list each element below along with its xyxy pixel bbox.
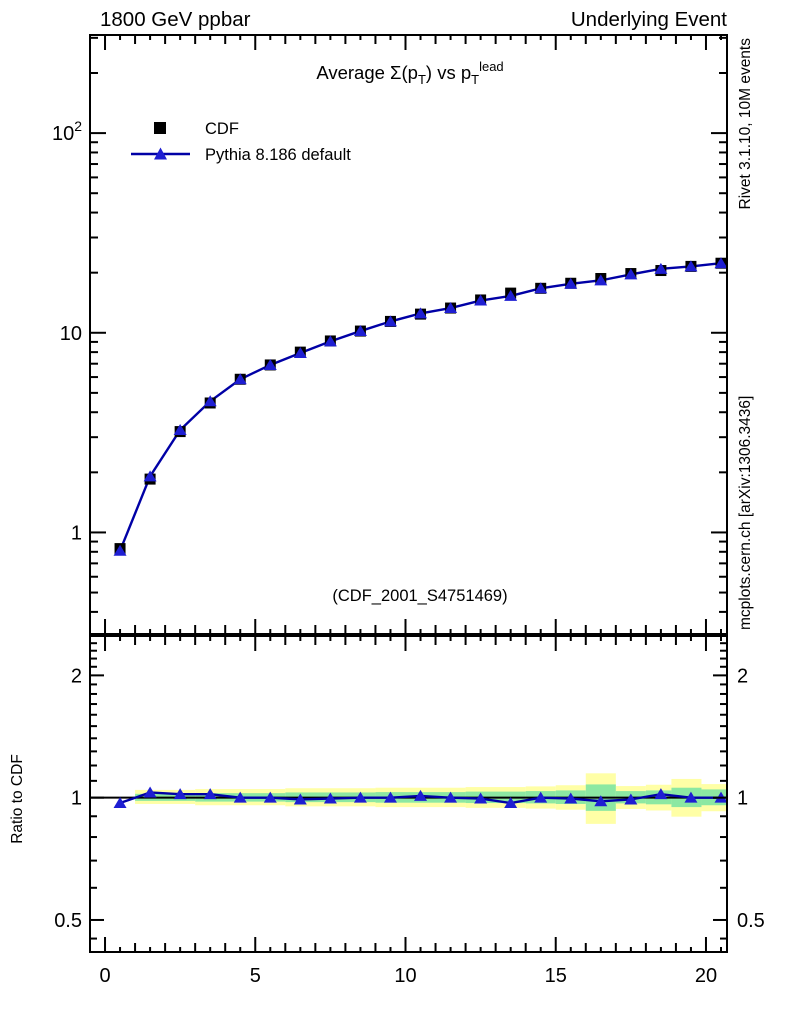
pythia-point-triangle	[383, 315, 397, 327]
ratio-point-triangle	[203, 788, 217, 800]
ratio-point-triangle	[414, 789, 428, 801]
pythia-point-triangle	[203, 395, 217, 407]
plot-title-prefix: Average Σ(p	[316, 62, 418, 83]
pythia-point-triangle	[534, 282, 548, 294]
analysis-id-watermark: (CDF_2001_S4751469)	[332, 587, 507, 605]
x-tick-label: 10	[394, 965, 416, 987]
pythia-point-triangle	[173, 423, 187, 435]
ratio-point-triangle	[263, 791, 277, 803]
y-tick-label-ratio-right: 2	[737, 665, 748, 687]
y-tick-label-ratio-right: 0.5	[737, 910, 765, 932]
pythia-point-triangle	[504, 289, 518, 301]
ratio-point-triangle	[594, 795, 608, 807]
legend-marker-cdf-square	[154, 122, 166, 134]
ratio-point-triangle	[113, 797, 127, 809]
beam-energy-label: 1800 GeV ppbar	[100, 8, 251, 31]
pythia-point-triangle	[233, 373, 247, 385]
legend-label-cdf: CDF	[205, 120, 239, 138]
pythia-point-triangle	[444, 302, 458, 314]
pythia-point-triangle	[714, 257, 728, 269]
pythia-point-triangle	[624, 268, 638, 280]
ratio-point-triangle	[474, 792, 488, 804]
main-frame	[89, 34, 728, 635]
ratio-point-triangle	[173, 788, 187, 800]
pythia-point-triangle	[323, 335, 337, 347]
rivet-version-note: Rivet 3.1.10, 10M events	[737, 38, 754, 210]
ratio-point-triangle	[654, 788, 668, 800]
y-tick-label-ratio-left: 2	[71, 665, 82, 687]
y-tick-label-ratio-left: 1	[71, 788, 82, 810]
ratio-point-triangle	[293, 793, 307, 805]
plot-title-superscript: lead	[479, 59, 504, 74]
ratio-point-triangle	[684, 791, 698, 803]
y-tick-label-ratio-right: 1	[737, 788, 748, 810]
x-tick-label: 15	[545, 965, 567, 987]
ratio-axis-title: Ratio to CDF	[9, 754, 26, 844]
observable-group-label: Underlying Event	[571, 8, 727, 31]
pythia-point-triangle	[293, 346, 307, 358]
ratio-point-triangle	[383, 791, 397, 803]
x-tick-label: 20	[695, 965, 717, 987]
pythia-point-triangle	[353, 325, 367, 337]
plot-title-subscript: T	[418, 72, 426, 87]
legend-marker-pythia-triangle	[154, 147, 167, 160]
pythia-point-triangle	[594, 274, 608, 286]
y-tick-label-main: 1	[71, 522, 82, 544]
y-tick-label-main: 10	[60, 323, 82, 345]
ratio-point-triangle	[233, 791, 247, 803]
pythia-point-triangle	[113, 544, 127, 556]
legend-label-pythia: Pythia 8.186 default	[205, 146, 351, 164]
x-tick-label: 5	[250, 965, 261, 987]
pythia-point-triangle	[263, 358, 277, 370]
plot-title: Average Σ(pT) vs pTlead	[316, 59, 503, 87]
ratio-point-triangle	[504, 797, 518, 809]
x-tick-label: 0	[99, 965, 110, 987]
ratio-point-triangle	[444, 791, 458, 803]
pythia-point-triangle	[414, 307, 428, 319]
ratio-point-triangle	[534, 791, 548, 803]
pythia-point-triangle	[564, 277, 578, 289]
plot-title-mid: ) vs p	[426, 62, 471, 83]
ratio-point-triangle	[624, 793, 638, 805]
y-tick-label-ratio-left: 0.5	[54, 910, 82, 932]
ratio-point-triangle	[323, 792, 337, 804]
pythia-point-triangle	[654, 262, 668, 274]
ratio-point-triangle	[564, 792, 578, 804]
pythia-point-triangle	[143, 470, 157, 482]
pythia-point-triangle	[474, 294, 488, 306]
mcplots-arxiv-note: mcplots.cern.ch [arXiv:1306.3436]	[737, 396, 754, 630]
pythia-point-triangle	[684, 260, 698, 272]
ratio-frame	[89, 635, 728, 953]
plot-title-subscript2: T	[471, 72, 479, 87]
ratio-point-triangle	[353, 791, 367, 803]
ratio-point-triangle	[143, 786, 157, 798]
y-tick-label-main: 102	[52, 118, 82, 145]
